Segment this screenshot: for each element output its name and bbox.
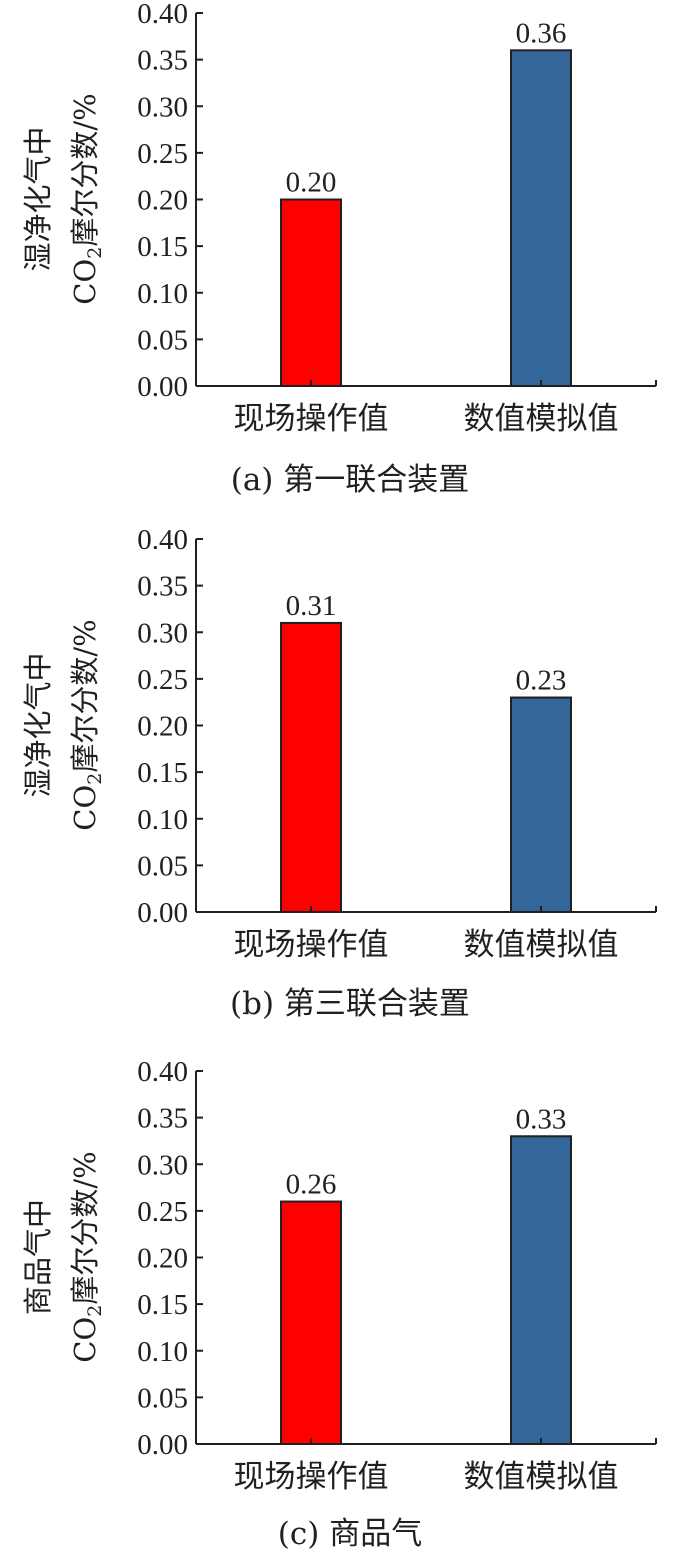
x-category-label: 现场操作值 [234,401,389,437]
bar [510,696,572,913]
y-tick-label: 0.25 [137,664,188,696]
y-tick-label: 0.00 [137,1429,188,1461]
bar-value-label: 0.20 [286,167,337,199]
y-tick-label: 0.25 [137,1196,188,1228]
y-tick-label: 0.00 [137,897,188,929]
bar-value-label: 0.23 [516,665,567,697]
y-tick-label: 0.40 [137,526,188,556]
bar-chart-b: 0.00 0.05 0.10 0.15 0.20 0.25 0.30 0.35 0.40 0.31… [137,526,657,963]
caption-c: (c) 商品气 [277,1516,423,1552]
y-axis-label-c-line1: 商品气中 [21,1198,55,1316]
bar [280,1200,342,1445]
y-tick-label: 0.35 [137,45,188,77]
ylabel-subscript: 2 [84,772,106,785]
y-tick-label: 0.40 [137,1058,188,1088]
caption-b: (b) 第三联合装置 [230,986,470,1022]
ylabel-subscript: 2 [84,246,106,259]
ylabel-rest: 摩尔分数/% [68,93,102,247]
x-category-label: 现场操作值 [234,1459,389,1495]
chart-panel-c: 商品气中 CO2摩尔分数/% 0.00 0.05 0.10 0.15 0.20 0.25 0… [0,1058,700,1558]
y-axis-label-c-line2: CO2摩尔分数/% [62,1151,106,1362]
x-category-label: 现场操作值 [234,927,389,963]
y-tick-label: 0.35 [137,1103,188,1135]
y-tick-label: 0.40 [137,0,188,30]
bar-chart-a: 0.00 0.05 0.10 0.15 0.20 0.25 0.30 0.35 0.40 0.20… [137,0,657,437]
y-axis-label-b-line1: 湿净化气中 [21,652,55,798]
bar-chart-c: 0.00 0.05 0.10 0.15 0.20 0.25 0.30 0.35 0.40 0.26… [137,1058,657,1495]
chart-panel-a: 湿净化气中 CO2摩尔分数/% 0.00 0.05 0.10 0.15 0.20 0.25… [0,0,700,510]
ylabel-co: CO [68,1316,102,1363]
bar-value-label: 0.26 [286,1169,337,1201]
ylabel-subscript: 2 [84,1304,106,1317]
bar-value-label: 0.36 [516,17,567,49]
bar-value-label: 0.31 [286,590,337,622]
y-tick-label: 0.35 [137,571,188,603]
y-axis-label-a-line1: 湿净化气中 [21,126,55,272]
y-tick-label: 0.10 [137,1336,188,1368]
y-tick-label: 0.05 [137,850,188,882]
y-tick-label: 0.10 [137,804,188,836]
y-tick-label: 0.05 [137,324,188,356]
y-tick-label: 0.20 [137,185,188,217]
y-tick-label: 0.30 [137,1149,188,1181]
bar [510,1135,572,1446]
y-axis-label-a-line2: CO2摩尔分数/% [62,93,106,304]
y-tick-label: 0.30 [137,91,188,123]
y-tick-label: 0.15 [137,1289,188,1321]
bar [280,198,342,387]
chart-panel-b: 湿净化气中 CO2摩尔分数/% 0.00 0.05 0.10 0.15 0.20 0.25… [0,526,700,1036]
y-axis-label-b-line2: CO2摩尔分数/% [62,619,106,830]
y-tick-label: 0.20 [137,1243,188,1275]
bar-value-label: 0.33 [516,1103,567,1135]
y-tick-label: 0.00 [137,371,188,403]
ylabel-co: CO [68,784,102,831]
bar [510,49,572,388]
y-tick-label: 0.15 [137,231,188,263]
y-tick-label: 0.10 [137,278,188,310]
caption-a: (a) 第一联合装置 [230,462,470,498]
x-category-label: 数值模拟值 [464,927,619,963]
ylabel-rest: 摩尔分数/% [68,1151,102,1305]
ylabel-co: CO [68,258,102,305]
bar [280,621,342,914]
y-tick-label: 0.25 [137,138,188,170]
x-category-label: 数值模拟值 [464,1459,619,1495]
y-tick-label: 0.15 [137,757,188,789]
y-tick-label: 0.05 [137,1382,188,1414]
y-tick-label: 0.20 [137,711,188,743]
y-tick-label: 0.30 [137,617,188,649]
x-category-label: 数值模拟值 [464,401,619,437]
ylabel-rest: 摩尔分数/% [68,619,102,773]
